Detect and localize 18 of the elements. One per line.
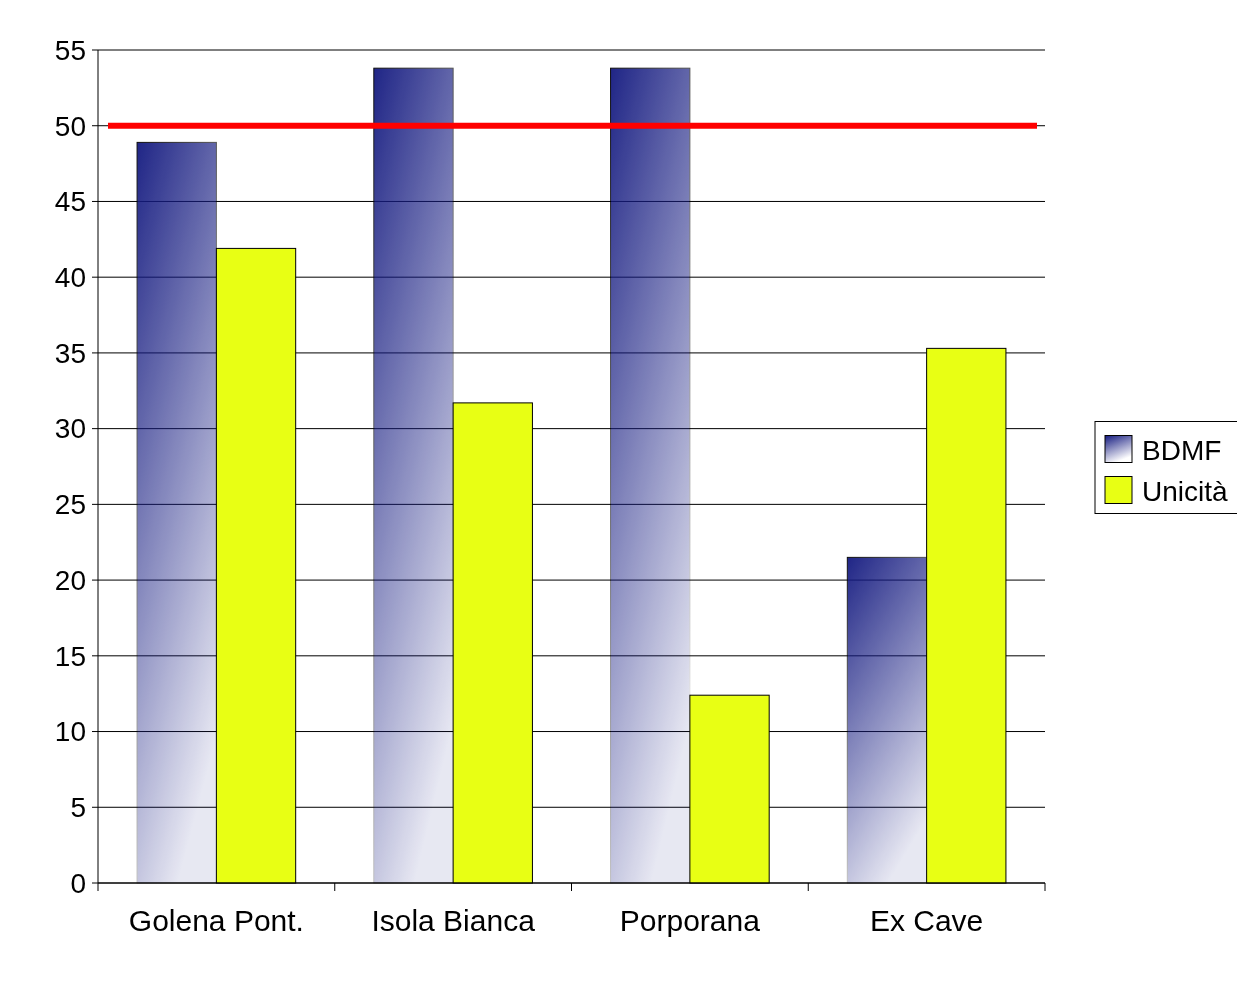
- x-tick-label: Porporana: [619, 904, 761, 937]
- y-tick-label: 25: [54, 489, 86, 521]
- legend-label: BDMF: [1142, 434, 1222, 466]
- x-tick-label: Ex Cave: [869, 904, 984, 937]
- y-tick-label: 50: [54, 110, 86, 142]
- y-tick-label: 10: [54, 716, 86, 748]
- legend-label: Unicità: [1142, 475, 1229, 507]
- y-tick-label: 30: [54, 413, 86, 445]
- y-tick-label: 55: [54, 34, 86, 66]
- y-tick-label: 20: [54, 564, 86, 596]
- y-tick-label: 45: [54, 186, 86, 218]
- y-tick-label: 40: [54, 261, 86, 293]
- y-tick-label: 5: [70, 792, 86, 824]
- y-tick-label: 0: [70, 867, 86, 899]
- x-tick-label: Isola Bianca: [371, 904, 536, 937]
- y-tick-label: 15: [54, 640, 86, 672]
- y-tick-label: 35: [54, 337, 86, 369]
- x-tick-label: Golena Pont.: [128, 904, 304, 937]
